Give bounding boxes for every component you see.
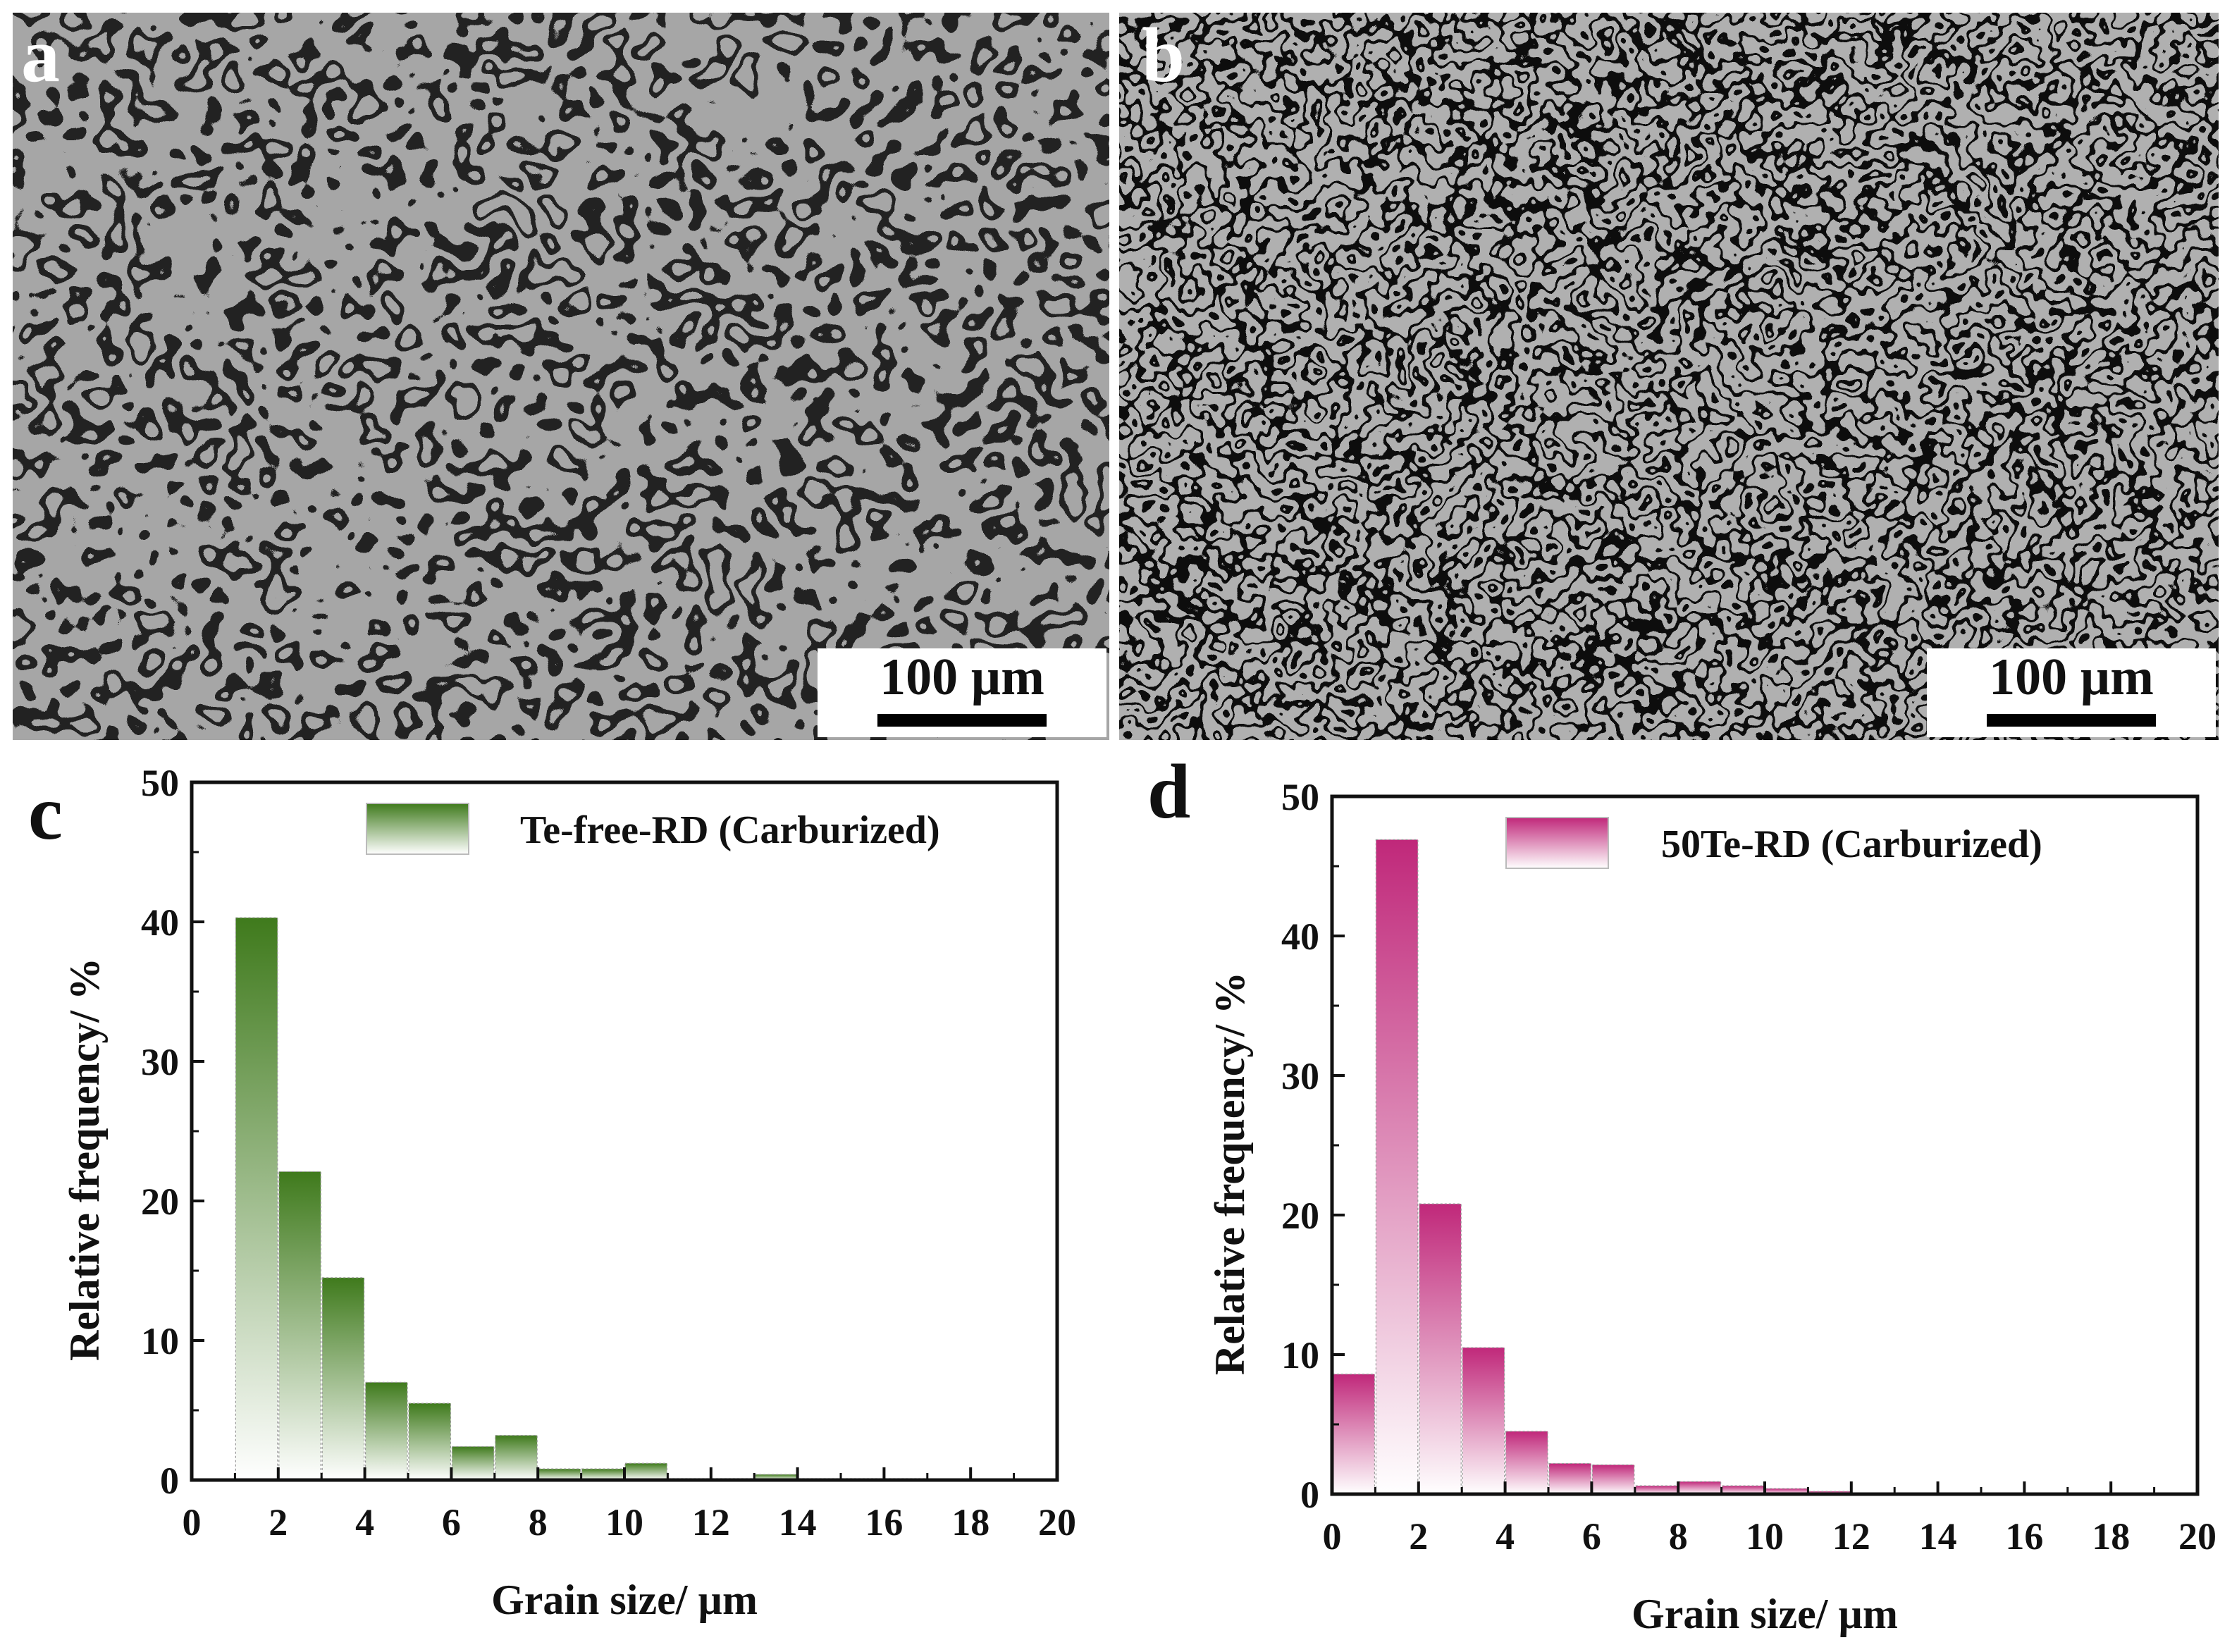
chart-d-x-tick-label: 12 xyxy=(1832,1515,1870,1558)
chart-c-x-tick-label: 10 xyxy=(605,1501,643,1543)
chart-c-x-tick-label: 12 xyxy=(692,1501,730,1543)
chart-d-bar xyxy=(1375,839,1419,1495)
scale-bar-label-b: 100 µm xyxy=(1989,648,2154,706)
chart-c-bar xyxy=(408,1403,452,1481)
chart-d-x-tick-label: 4 xyxy=(1496,1515,1515,1558)
chart-c-y-ticks: 0 10 20 30 40 50 xyxy=(141,762,204,1502)
chart-d-x-tick-label: 10 xyxy=(1746,1515,1784,1558)
chart-c-y-tick-label: 0 xyxy=(160,1460,179,1502)
chart-d-bar xyxy=(1332,1374,1376,1495)
chart-c-y-tick-label: 40 xyxy=(141,901,179,944)
chart-c-x-tick-label: 20 xyxy=(1038,1501,1076,1543)
chart-d-x-tick-label: 8 xyxy=(1669,1515,1688,1558)
chart-c-legend: Te-free-RD (Carburized) xyxy=(366,803,940,855)
chart-c-x-tick-label: 18 xyxy=(951,1501,989,1543)
scale-bar-label-a: 100 µm xyxy=(880,648,1044,706)
chart-d-y-tick-label: 0 xyxy=(1300,1474,1319,1516)
chart-d-bar xyxy=(1462,1347,1505,1495)
chart-d-bar xyxy=(1591,1464,1635,1495)
chart-d-y-tick-label: 20 xyxy=(1281,1195,1319,1237)
micrograph-b-image xyxy=(1119,13,2219,740)
chart-d: d 50Te-RD (Carburized) 0 2 4 6 8 10 12 14 16 18 20… xyxy=(1147,748,2216,1637)
chart-c-bar xyxy=(451,1446,495,1481)
chart-c-bar xyxy=(321,1277,365,1481)
chart-c-bar xyxy=(624,1462,668,1481)
chart-d-bar xyxy=(1505,1431,1548,1495)
chart-c-bar xyxy=(235,917,278,1481)
chart-c-y-tick-label: 30 xyxy=(141,1041,179,1083)
chart-c-x-tick-label: 14 xyxy=(779,1501,817,1543)
chart-c-x-tick-label: 4 xyxy=(355,1501,374,1543)
chart-c-x-tick-label: 8 xyxy=(529,1501,548,1543)
chart-d-y-tick-label: 50 xyxy=(1281,776,1319,818)
chart-d-x-tick-label: 2 xyxy=(1409,1515,1428,1558)
panel-label-b: b xyxy=(1142,12,1185,98)
chart-d-bar xyxy=(1548,1462,1592,1495)
panel-b-micrograph: b 100 µm xyxy=(1119,12,2219,740)
chart-c-bar xyxy=(495,1435,538,1481)
chart-d-bar xyxy=(1678,1481,1722,1495)
panel-label-c: c xyxy=(28,770,63,856)
legend-swatch-c xyxy=(366,803,469,855)
chart-c-y-tick-label: 20 xyxy=(141,1181,179,1223)
chart-d-y-tick-label: 10 xyxy=(1281,1334,1319,1376)
chart-d-x-tick-label: 14 xyxy=(1919,1515,1957,1558)
chart-d-legend: 50Te-RD (Carburized) xyxy=(1505,817,2042,869)
chart-c-x-axis-label: Grain size/ µm xyxy=(491,1577,758,1623)
legend-swatch-d xyxy=(1505,817,1609,869)
micrograph-a-image xyxy=(13,13,1109,740)
chart-d-y-tick-label: 30 xyxy=(1281,1055,1319,1097)
chart-c-x-tick-label: 16 xyxy=(865,1501,903,1543)
chart-c-x-tick-label: 0 xyxy=(183,1501,202,1543)
chart-d-x-tick-label: 20 xyxy=(2178,1515,2216,1558)
panel-a-micrograph: a 100 µm xyxy=(13,12,1109,740)
chart-c-x-tick-label: 6 xyxy=(442,1501,461,1543)
chart-d-x-tick-label: 6 xyxy=(1582,1515,1601,1558)
chart-d-x-tick-label: 16 xyxy=(2005,1515,2043,1558)
chart-c-x-ticks: 0 2 4 6 8 10 12 14 16 18 20 xyxy=(183,1467,1076,1543)
chart-d-bar xyxy=(1635,1485,1678,1495)
chart-c-x-tick-label: 2 xyxy=(269,1501,288,1543)
chart-d-plot-frame xyxy=(1330,794,2200,1496)
chart-d-y-tick-label: 40 xyxy=(1281,916,1319,958)
chart-d-y-axis-label: Relative frequency/ % xyxy=(1207,972,1253,1375)
chart-d-bar xyxy=(1419,1203,1462,1495)
legend-label-c: Te-free-RD (Carburized) xyxy=(520,808,940,852)
scale-bar-b xyxy=(1987,714,2156,727)
chart-d-x-tick-label: 0 xyxy=(1323,1515,1342,1558)
scale-bar-a xyxy=(877,714,1047,727)
chart-d-bar xyxy=(1722,1485,1765,1495)
chart-c-bar xyxy=(278,1171,321,1481)
panel-label-a: a xyxy=(21,12,60,98)
chart-c: c Te-free-RD (Carburized) 0 2 4 6 8 10 12 14 16 1… xyxy=(28,762,1076,1623)
chart-c-y-tick-label: 10 xyxy=(141,1320,179,1362)
chart-d-y-ticks: 0 10 20 30 40 50 xyxy=(1281,776,1345,1516)
chart-c-bar xyxy=(364,1381,408,1481)
chart-c-bars xyxy=(235,917,1057,1481)
chart-d-x-axis-label: Grain size/ µm xyxy=(1632,1591,1898,1637)
chart-d-x-tick-label: 18 xyxy=(2092,1515,2130,1558)
chart-c-plot-frame xyxy=(190,780,1059,1482)
chart-d-x-ticks: 0 2 4 6 8 10 12 14 16 18 20 xyxy=(1323,1481,2216,1558)
legend-label-d: 50Te-RD (Carburized) xyxy=(1661,822,2042,866)
panel-label-d: d xyxy=(1147,748,1190,834)
chart-c-y-axis-label: Relative frequency/ % xyxy=(61,958,108,1361)
chart-c-y-tick-label: 50 xyxy=(141,762,179,804)
chart-d-bars xyxy=(1332,839,2197,1495)
